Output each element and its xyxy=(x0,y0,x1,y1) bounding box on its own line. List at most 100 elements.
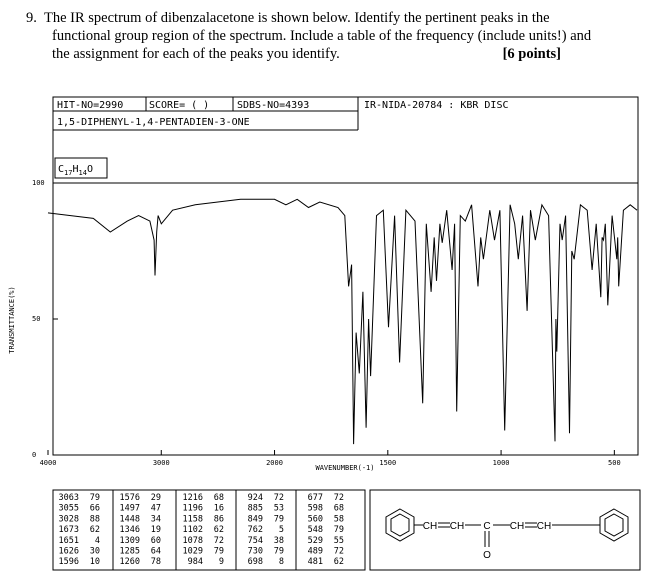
peak-wavenumber: 1078 xyxy=(183,536,203,546)
peak-transmittance: 8 xyxy=(279,557,284,567)
peak-transmittance: 62 xyxy=(90,525,100,535)
peak-transmittance: 72 xyxy=(334,547,344,557)
peak-wavenumber: 849 xyxy=(248,514,263,524)
peak-transmittance: 88 xyxy=(90,514,100,524)
peak-wavenumber: 885 xyxy=(248,504,263,514)
peak-wavenumber: 3055 xyxy=(59,504,79,514)
peak-transmittance: 72 xyxy=(334,493,344,503)
peak-transmittance: 78 xyxy=(151,557,161,567)
spectrum-header: HIT-NO=2990 SCORE= ( ) SDBS-NO=4393 IR-N… xyxy=(52,96,639,456)
peak-table xyxy=(52,489,366,571)
peak-wavenumber: 489 xyxy=(308,547,323,557)
peak-wavenumber: 754 xyxy=(248,536,263,546)
peak-transmittance: 47 xyxy=(151,504,161,514)
ring-inner xyxy=(604,513,624,537)
x-tick-label: 4000 xyxy=(40,459,57,467)
ir-nida: IR-NIDA-20784 : KBR DISC xyxy=(364,100,509,111)
peak-wavenumber: 1626 xyxy=(59,547,79,557)
peak-transmittance: 9 xyxy=(219,557,224,567)
formula-part: 14 xyxy=(79,169,87,177)
peak-wavenumber: 1497 xyxy=(120,504,140,514)
y-tick-label: 0 xyxy=(32,451,36,459)
peak-wavenumber: 1196 xyxy=(183,504,203,514)
question-line: the assignment for each of the peaks you… xyxy=(52,46,340,62)
peak-wavenumber: 984 xyxy=(188,557,203,567)
peak-wavenumber: 677 xyxy=(308,493,323,503)
peak-transmittance: 34 xyxy=(151,514,161,524)
peak-wavenumber: 1102 xyxy=(183,525,203,535)
peak-transmittance: 79 xyxy=(274,547,284,557)
peak-wavenumber: 598 xyxy=(308,504,323,514)
peak-transmittance: 79 xyxy=(274,514,284,524)
x-axis-label: WAVENUMBER(-1) xyxy=(315,464,374,472)
x-tick-label: 3000 xyxy=(153,459,170,467)
peak-wavenumber: 1216 xyxy=(183,493,203,503)
y-tick-label: 50 xyxy=(32,315,40,323)
peak-transmittance: 30 xyxy=(90,547,100,557)
peak-transmittance: 62 xyxy=(334,557,344,567)
hit-no: HIT-NO=2990 xyxy=(57,100,123,111)
peak-wavenumber: 1673 xyxy=(59,525,79,535)
y-tick-label: 100 xyxy=(32,179,45,187)
x-tick-label: 2000 xyxy=(266,459,283,467)
atom-label: C xyxy=(483,521,490,532)
peak-transmittance: 4 xyxy=(95,536,100,546)
peak-wavenumber: 1448 xyxy=(120,514,140,524)
frame xyxy=(52,96,639,456)
peak-wavenumber: 1651 xyxy=(59,536,79,546)
x-tick-label: 1500 xyxy=(379,459,396,467)
y-axis-label: TRANSMITTANCE(%) xyxy=(8,286,16,353)
peak-transmittance: 58 xyxy=(334,514,344,524)
peak-wavenumber: 698 xyxy=(248,557,263,567)
atom-label: CH xyxy=(423,521,437,532)
peak-transmittance: 79 xyxy=(214,547,224,557)
structure-box xyxy=(369,489,641,571)
peak-transmittance: 72 xyxy=(274,493,284,503)
x-tick-label: 1000 xyxy=(493,459,510,467)
question-line: functional group region of the spectrum.… xyxy=(52,28,592,44)
peak-transmittance: 60 xyxy=(151,536,161,546)
peak-transmittance: 72 xyxy=(214,536,224,546)
peak-wavenumber: 3063 xyxy=(59,493,79,503)
formula-part: H xyxy=(72,164,78,175)
ring-inner xyxy=(390,513,410,537)
atom-label: CH xyxy=(510,521,524,532)
peak-transmittance: 38 xyxy=(274,536,284,546)
compound-name: 1,5-DIPHENYL-1,4-PENTADIEN-3-ONE xyxy=(57,117,250,128)
score: SCORE= ( ) xyxy=(149,100,209,111)
peak-transmittance: 53 xyxy=(274,504,284,514)
atom-label: CH xyxy=(450,521,464,532)
peak-transmittance: 10 xyxy=(90,557,100,567)
peak-wavenumber: 1596 xyxy=(59,557,79,567)
benzene-ring xyxy=(599,508,629,542)
formula-part: O xyxy=(87,164,93,175)
formula-part: 17 xyxy=(64,169,72,177)
peak-transmittance: 79 xyxy=(334,525,344,535)
formula-box xyxy=(54,157,108,179)
peak-wavenumber: 1029 xyxy=(183,547,203,557)
peak-wavenumber: 1260 xyxy=(120,557,140,567)
formula: C17H14O xyxy=(58,164,93,177)
peak-wavenumber: 1309 xyxy=(120,536,140,546)
peak-wavenumber: 3028 xyxy=(59,514,79,524)
peak-transmittance: 66 xyxy=(90,504,100,514)
spectrum-line xyxy=(47,198,638,445)
atom-label: CH xyxy=(537,521,551,532)
peak-wavenumber: 1285 xyxy=(120,547,140,557)
peak-transmittance: 19 xyxy=(151,525,161,535)
sdbs-no: SDBS-NO=4393 xyxy=(237,100,309,111)
peak-wavenumber: 560 xyxy=(308,514,323,524)
peak-wavenumber: 924 xyxy=(248,493,263,503)
atom-label: O xyxy=(483,550,491,561)
peak-wavenumber: 481 xyxy=(308,557,323,567)
peak-wavenumber: 1158 xyxy=(183,514,203,524)
peak-wavenumber: 529 xyxy=(308,536,323,546)
peak-wavenumber: 1576 xyxy=(120,493,140,503)
peak-transmittance: 55 xyxy=(334,536,344,546)
peak-transmittance: 68 xyxy=(214,493,224,503)
peak-transmittance: 68 xyxy=(334,504,344,514)
peak-transmittance: 5 xyxy=(279,525,284,535)
points: [6 points] xyxy=(503,46,561,62)
peak-transmittance: 16 xyxy=(214,504,224,514)
